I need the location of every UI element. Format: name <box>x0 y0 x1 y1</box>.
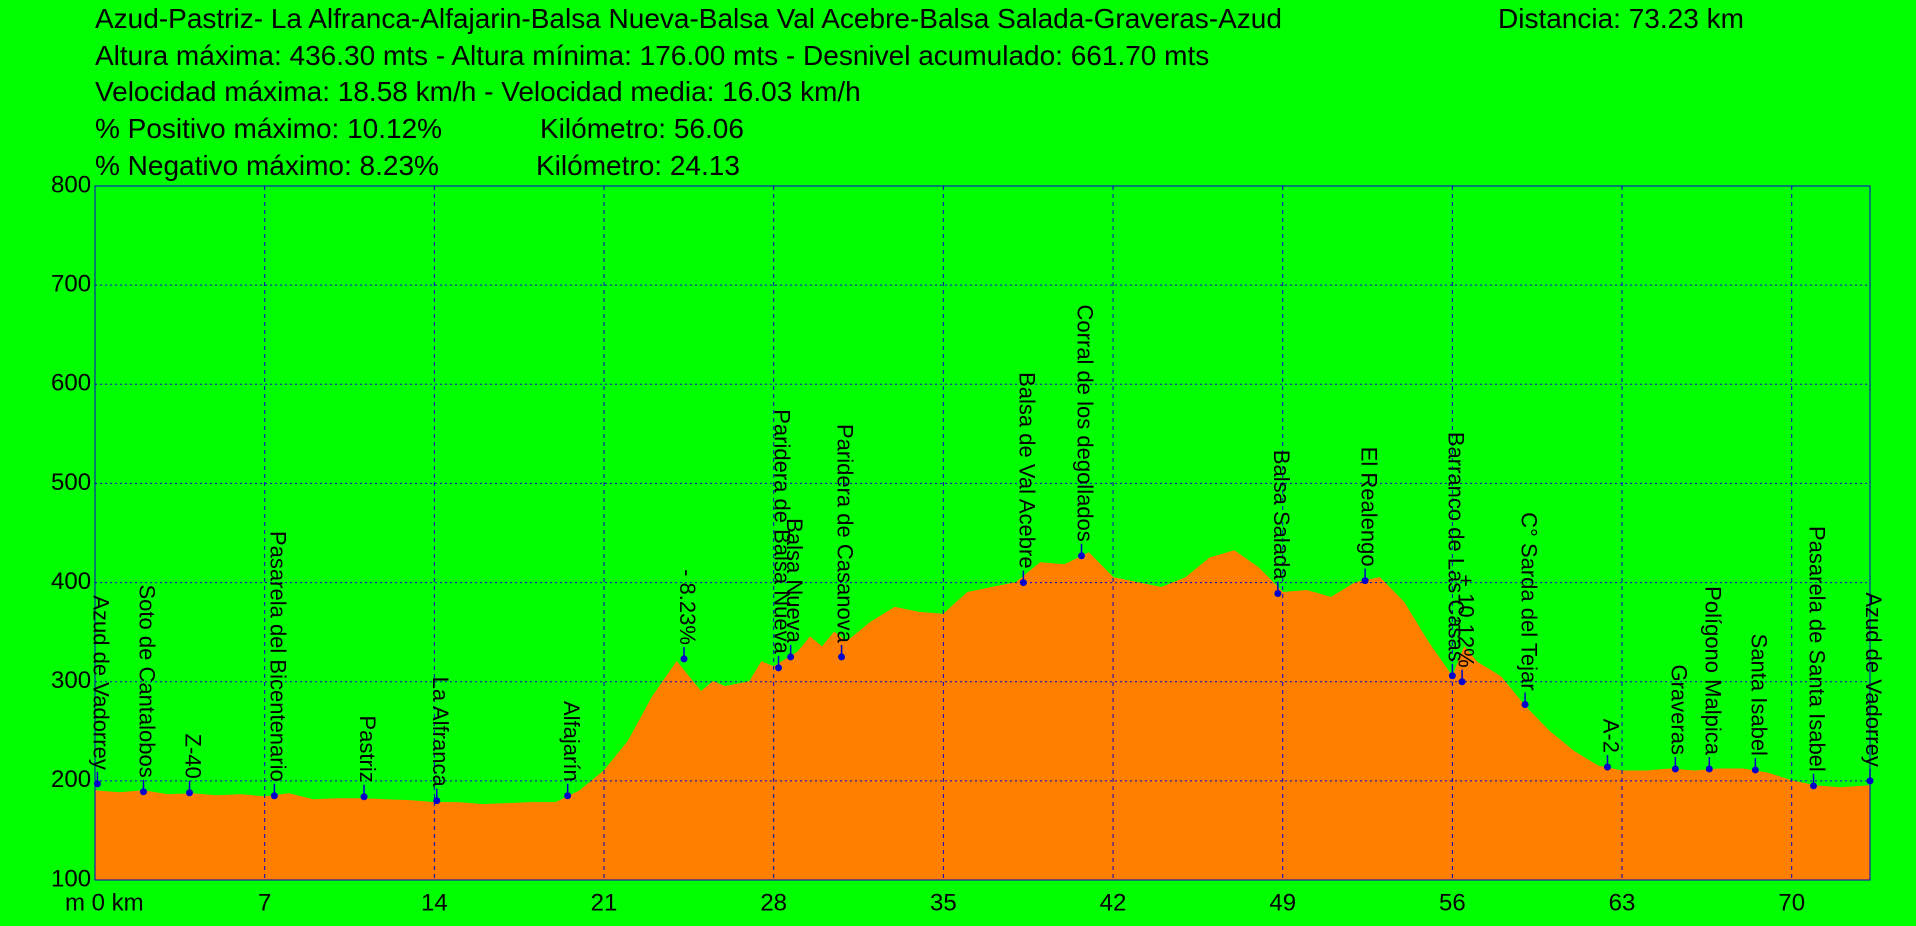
waypoint-label: Pastriz <box>355 715 380 782</box>
waypoint-marker <box>564 792 572 800</box>
waypoint-label: Barranco de Las Casas <box>1444 432 1469 662</box>
waypoint-marker <box>680 655 688 663</box>
waypoint-marker <box>1866 777 1874 785</box>
waypoint-marker <box>1671 765 1679 773</box>
y-tick-label: 800 <box>51 171 91 198</box>
waypoint-marker <box>1448 672 1456 680</box>
x-tick-label: 70 <box>1778 889 1805 916</box>
x-tick-label: 49 <box>1269 889 1296 916</box>
waypoint-label: A-2 <box>1599 719 1624 753</box>
waypoint-marker <box>775 664 783 672</box>
waypoint-label: La Alfranca <box>428 677 453 788</box>
waypoint-marker <box>1019 579 1027 587</box>
y-tick-label: 500 <box>51 469 91 496</box>
x-tick-label: 28 <box>760 889 787 916</box>
waypoint-marker <box>1810 782 1818 790</box>
x-tick-label: 63 <box>1609 889 1636 916</box>
waypoint-marker <box>838 653 846 661</box>
distance: Distancia: 73.23 km <box>1498 3 1744 34</box>
waypoint-label: + 10,12% <box>1453 574 1478 668</box>
y-tick-label: 400 <box>51 568 91 595</box>
waypoint-label: Alfajarín <box>559 701 584 782</box>
waypoint-marker <box>787 653 795 661</box>
y-tick-label: 100 <box>51 865 91 892</box>
waypoint-label: Azud de Vadorrey <box>89 595 114 769</box>
y-tick-label: 700 <box>51 270 91 297</box>
waypoint-label: Z-40 <box>181 734 206 779</box>
info-line: Altura máxima: 436.30 mts - Altura mínim… <box>95 40 1209 71</box>
waypoint-label: Pasarela de Santa Isabel <box>1805 526 1830 772</box>
chart-title: Azud-Pastriz- La Alfranca-Alfajarin-Bals… <box>95 3 1282 34</box>
waypoint-marker <box>1361 577 1369 585</box>
waypoint-label: - 8.23% <box>675 569 700 645</box>
x-tick-label: m 0 km <box>65 889 144 916</box>
waypoint-marker <box>1603 763 1611 771</box>
waypoint-label: El Realengo <box>1356 447 1381 567</box>
waypoint-marker <box>1521 701 1529 709</box>
waypoint-marker <box>139 788 147 796</box>
waypoint-marker <box>360 793 368 801</box>
waypoint-marker <box>1274 589 1282 597</box>
waypoint-marker <box>270 792 278 800</box>
waypoint-label: Corral de los degollados <box>1073 305 1098 542</box>
x-tick-label: 35 <box>930 889 957 916</box>
waypoint-label: Pasarela del Bicentenario <box>266 531 291 782</box>
x-tick-label: 56 <box>1439 889 1466 916</box>
waypoint-label: Azud de Vadorrey <box>1861 592 1886 766</box>
grade-line: Kilómetro: 24.13 <box>536 150 740 181</box>
grade-line: Kilómetro: 56.06 <box>540 113 744 144</box>
plot-border <box>94 185 1871 881</box>
waypoint-label: C° Sarda del Tejar <box>1516 512 1541 690</box>
x-tick-label: 42 <box>1100 889 1127 916</box>
waypoint-label: Santa Isabel <box>1747 634 1772 756</box>
grade-line: % Positivo máximo: 10.12% <box>95 113 442 144</box>
waypoint-label: Polígono Malpica <box>1700 586 1725 756</box>
waypoint-label: Balsa de Val Acebre <box>1015 372 1040 569</box>
x-tick-label: 21 <box>591 889 618 916</box>
waypoint-marker <box>186 789 194 797</box>
x-tick-label: 14 <box>421 889 448 916</box>
y-tick-label: 600 <box>51 370 91 397</box>
x-tick-label: 7 <box>258 889 271 916</box>
grade-line: % Negativo máximo: 8.23% <box>95 150 439 181</box>
waypoint-label: Soto de Cantalobos <box>135 584 160 777</box>
waypoint-label: Paridera de Casanova <box>833 424 858 644</box>
y-tick-label: 200 <box>51 766 91 793</box>
waypoint-marker <box>1705 765 1713 773</box>
waypoint-label: Graveras <box>1667 664 1692 754</box>
elevation-area <box>94 550 1871 881</box>
waypoint-marker <box>433 797 441 805</box>
waypoint-label: Paridera de Balsa Nueva <box>770 409 795 654</box>
waypoint-marker <box>1078 552 1086 560</box>
waypoint-label: Balsa Nueva <box>782 518 807 644</box>
waypoint-marker <box>93 780 101 788</box>
waypoint-label: Balsa Salada <box>1269 450 1294 580</box>
y-tick-label: 300 <box>51 667 91 694</box>
waypoint-marker <box>1751 766 1759 774</box>
info-line: Velocidad máxima: 18.58 km/h - Velocidad… <box>95 76 861 107</box>
waypoint-marker <box>1458 678 1466 686</box>
